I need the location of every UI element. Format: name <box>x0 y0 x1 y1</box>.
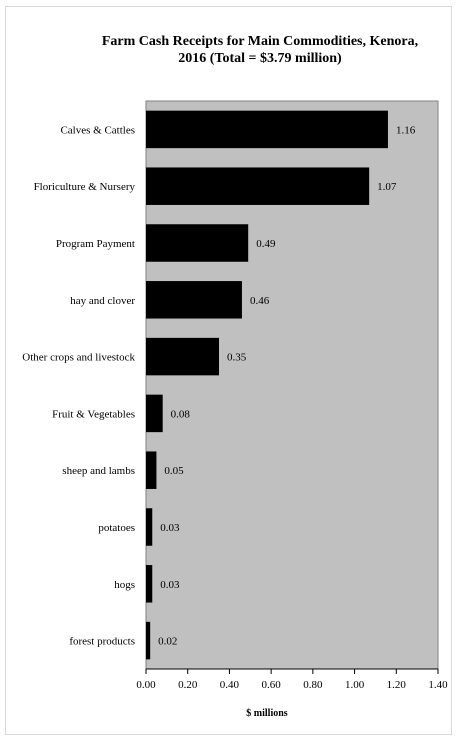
chart-frame <box>5 6 452 735</box>
data-label: 0.05 <box>164 465 184 477</box>
category-label: Floriculture & Nursery <box>34 181 136 193</box>
bar <box>146 224 249 262</box>
bar <box>146 565 153 603</box>
bar <box>146 451 157 489</box>
x-tick-label: 1.40 <box>428 679 448 691</box>
category-label: Calves & Cattles <box>60 124 135 136</box>
data-label: 1.16 <box>396 124 416 136</box>
bar <box>146 110 388 149</box>
chart-title: Farm Cash Receipts for Main Commodities,… <box>101 34 419 66</box>
value-labels: 1.16 1.07 0.49 0.46 0.35 0.08 0.05 0.03 0.03 0.02 <box>158 124 416 647</box>
category-label: forest products <box>69 636 135 648</box>
bars-layer <box>146 110 388 660</box>
data-label: 0.03 <box>160 522 180 534</box>
data-label: 1.07 <box>377 181 397 193</box>
category-labels: Calves & Cattles Floriculture & Nursery Pr… <box>22 124 135 647</box>
x-tick-label: 1.20 <box>387 679 407 691</box>
category-label: hogs <box>114 579 135 591</box>
data-label: 0.46 <box>250 295 270 307</box>
bar <box>146 337 219 376</box>
bar <box>146 167 370 205</box>
data-label: 0.49 <box>256 238 276 250</box>
category-label: sheep and lambs <box>62 465 135 477</box>
data-label: 0.03 <box>160 579 180 591</box>
x-axis-ticks: 0.00 0.20 0.40 0.60 0.80 1.00 1.20 1.40 <box>136 669 448 691</box>
category-label: Fruit & Vegetables <box>52 408 135 420</box>
data-label: 0.35 <box>227 352 247 364</box>
bar <box>146 508 153 546</box>
x-tick-label: 0.00 <box>136 679 156 691</box>
bar <box>146 621 151 660</box>
category-label: Program Payment <box>56 238 135 250</box>
x-tick-label: 0.40 <box>220 679 240 691</box>
category-label: Other crops and livestock <box>22 352 135 364</box>
category-label: hay and clover <box>70 295 135 307</box>
x-tick-label: 0.20 <box>178 679 198 691</box>
data-label: 0.08 <box>171 408 191 420</box>
x-axis-title: $ millions <box>246 708 288 719</box>
x-tick-label: 1.00 <box>345 679 365 691</box>
category-label: potatoes <box>98 522 135 534</box>
x-tick-label: 0.60 <box>262 679 282 691</box>
x-tick-label: 0.80 <box>303 679 323 691</box>
bar <box>146 394 163 433</box>
data-label: 0.02 <box>158 636 177 648</box>
bar <box>146 281 242 319</box>
